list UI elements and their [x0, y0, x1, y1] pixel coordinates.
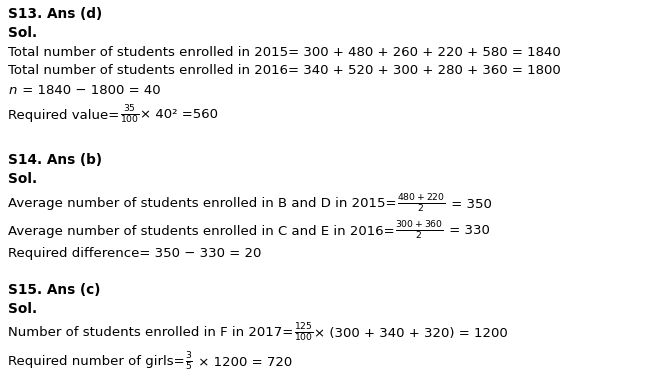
Text: Sol.: Sol. [8, 302, 37, 316]
Text: Average number of students enrolled in B and D in 2015=: Average number of students enrolled in B… [8, 197, 396, 210]
Text: × (300 + 340 + 320) = 1200: × (300 + 340 + 320) = 1200 [315, 327, 508, 340]
Text: $\mathit{n}$: $\mathit{n}$ [8, 84, 17, 97]
Text: S15. Ans (c): S15. Ans (c) [8, 283, 100, 297]
Text: × 1200 = 720: × 1200 = 720 [194, 356, 292, 369]
Text: = 330: = 330 [445, 225, 490, 238]
Text: × 40² =560: × 40² =560 [141, 108, 218, 121]
Text: = 1840 − 1800 = 40: = 1840 − 1800 = 40 [18, 84, 161, 97]
Text: Required difference= 350 − 330 = 20: Required difference= 350 − 330 = 20 [8, 248, 262, 261]
Text: $\frac{\mathrm{125}}{\mathrm{100}}$: $\frac{\mathrm{125}}{\mathrm{100}}$ [293, 322, 313, 344]
Text: $\frac{\mathrm{35}}{\mathrm{100}}$: $\frac{\mathrm{35}}{\mathrm{100}}$ [120, 104, 139, 126]
Text: Required number of girls=: Required number of girls= [8, 356, 185, 369]
Text: $\frac{\mathrm{3}}{\mathrm{5}}$: $\frac{\mathrm{3}}{\mathrm{5}}$ [185, 351, 193, 373]
Text: $\frac{\mathrm{480+220}}{\mathrm{2}}$: $\frac{\mathrm{480+220}}{\mathrm{2}}$ [397, 193, 446, 215]
Text: Required value=: Required value= [8, 108, 120, 121]
Text: S14. Ans (b): S14. Ans (b) [8, 153, 102, 167]
Text: Average number of students enrolled in C and E in 2016=: Average number of students enrolled in C… [8, 225, 394, 238]
Text: Total number of students enrolled in 2016= 340 + 520 + 300 + 280 + 360 = 1800: Total number of students enrolled in 201… [8, 65, 561, 78]
Text: Sol.: Sol. [8, 26, 37, 40]
Text: Sol.: Sol. [8, 172, 37, 186]
Text: = 350: = 350 [447, 197, 491, 210]
Text: S13. Ans (d): S13. Ans (d) [8, 7, 102, 21]
Text: Total number of students enrolled in 2015= 300 + 480 + 260 + 220 + 580 = 1840: Total number of students enrolled in 201… [8, 45, 561, 58]
Text: $\frac{\mathrm{300+360}}{\mathrm{2}}$: $\frac{\mathrm{300+360}}{\mathrm{2}}$ [395, 220, 444, 242]
Text: Number of students enrolled in F in 2017=: Number of students enrolled in F in 2017… [8, 327, 293, 340]
